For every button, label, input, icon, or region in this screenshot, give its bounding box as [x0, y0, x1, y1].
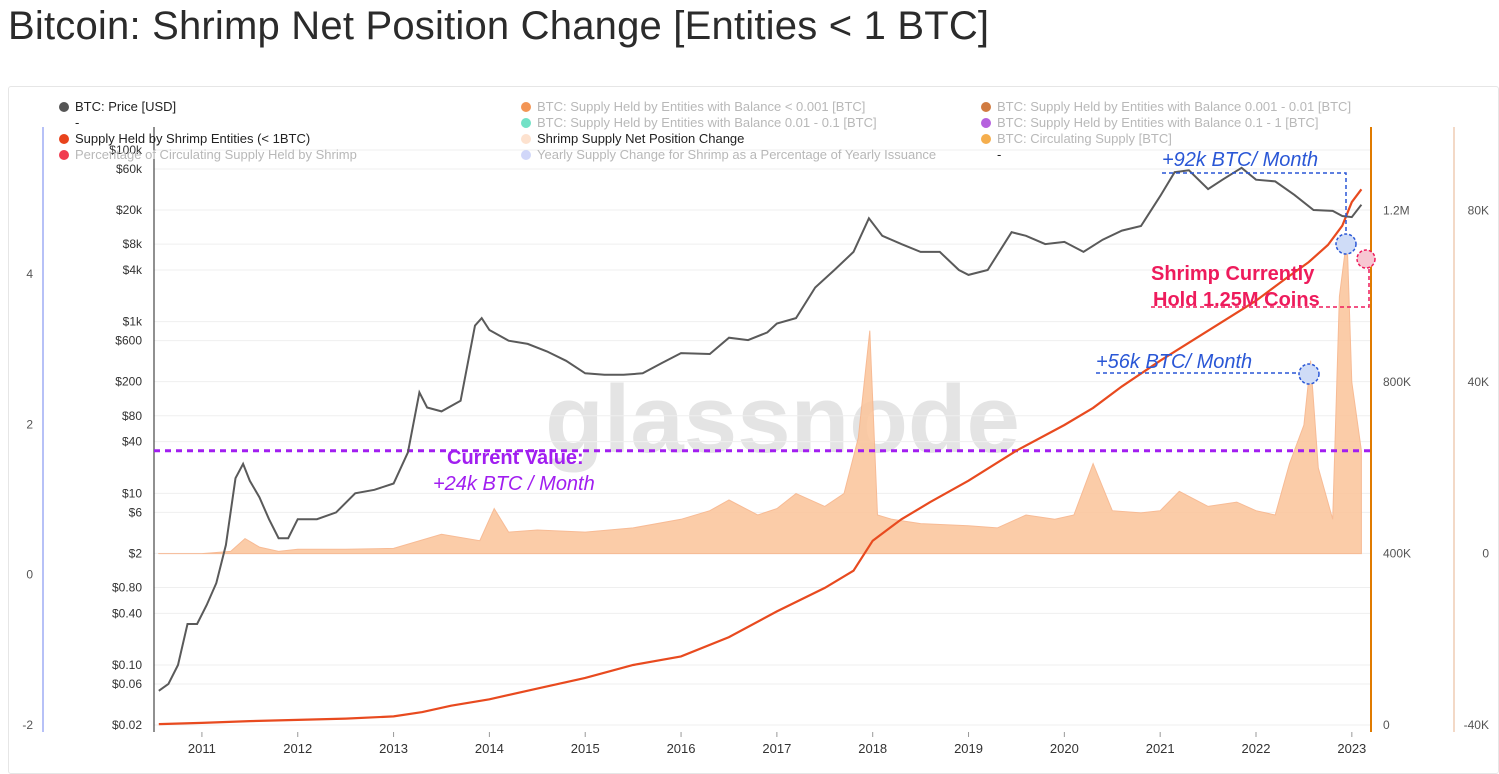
price-tick-label: $40 — [122, 435, 142, 449]
shrimp-holdings-label: Shrimp Currently Hold 1.25M Coins — [1151, 261, 1320, 313]
price-tick-label: $100k — [109, 143, 143, 157]
rate-92k-marker — [1335, 233, 1357, 255]
price-tick-label: $1k — [123, 315, 143, 329]
legend-label: - — [75, 115, 80, 130]
price-tick-label: $0.06 — [112, 677, 142, 691]
price-tick-label: $0.40 — [112, 606, 142, 620]
legend-dot — [521, 149, 531, 160]
legend-item[interactable]: BTC: Supply Held by Entities with Balanc… — [521, 99, 865, 114]
legend-dot — [981, 117, 991, 128]
price-tick-label: $8k — [123, 237, 143, 251]
legend-dot — [59, 133, 69, 144]
price-tick-label: $4k — [123, 263, 143, 277]
legend-item[interactable]: BTC: Price [USD] — [59, 99, 176, 114]
legend-label: Shrimp Supply Net Position Change — [537, 131, 745, 146]
x-tick-label: 2022 — [1242, 741, 1271, 756]
rate-92k-guide — [1162, 172, 1347, 233]
x-tick-label: 2019 — [954, 741, 983, 756]
supply-axis-tick-label: 1.2M — [1383, 204, 1410, 218]
current-value-text: +24k BTC / Month — [433, 473, 595, 495]
price-tick-label: $0.80 — [112, 580, 142, 594]
x-tick-label: 2018 — [858, 741, 887, 756]
net-change-axis-tick-label: 40K — [1468, 375, 1489, 389]
shrimp-holdings-line2: Hold 1.25M Coins — [1153, 289, 1320, 311]
rate-56k-label: +56k BTC/ Month — [1096, 351, 1253, 373]
shrimp-holdings-line1: Shrimp Currently — [1151, 263, 1315, 285]
legend-label: - — [997, 147, 1002, 162]
net-change-axis-tick-label: -40K — [1464, 718, 1489, 732]
legend-label: Yearly Supply Change for Shrimp as a Per… — [537, 147, 937, 162]
legend-label: BTC: Supply Held by Entities with Balanc… — [537, 99, 866, 114]
legend-item[interactable]: Yearly Supply Change for Shrimp as a Per… — [521, 147, 936, 162]
legend-item[interactable]: BTC: Circulating Supply [BTC] — [981, 131, 1172, 146]
x-tick-label: 2014 — [475, 741, 504, 756]
left-axis-tick-label: -2 — [22, 718, 33, 732]
legend-label: BTC: Supply Held by Entities with Balanc… — [997, 115, 1319, 130]
chart-panel: glassnode $0.02 $0.06 $0.10 $0.40 $0.80 $2 $6 $1… — [8, 86, 1499, 774]
shrimp-supply-line — [158, 188, 1363, 726]
price-tick-label: $10 — [122, 486, 142, 500]
x-tick-label: 2015 — [571, 741, 600, 756]
price-tick-label: $0.02 — [112, 718, 142, 732]
legend-item[interactable]: BTC: Supply Held by Entities with Balanc… — [981, 99, 1351, 114]
legend-dot — [521, 101, 531, 112]
legend-item[interactable]: - — [981, 147, 1001, 162]
legend-label: BTC: Supply Held by Entities with Balanc… — [997, 99, 1352, 114]
price-tick-label: $60k — [116, 162, 143, 176]
x-tick-label: 2021 — [1146, 741, 1175, 756]
legend-label: BTC: Circulating Supply [BTC] — [997, 131, 1172, 146]
watermark-text: glassnode — [545, 366, 1020, 473]
legend-item[interactable]: Supply Held by Shrimp Entities (< 1BTC) — [59, 131, 310, 146]
price-tick-label: $2 — [129, 546, 143, 560]
current-value-title: Current Value: — [447, 447, 584, 469]
net-change-axis-tick-label: 0 — [1482, 547, 1489, 561]
price-tick-label: $6 — [129, 505, 143, 519]
x-tick-label: 2020 — [1050, 741, 1079, 756]
x-tick-label: 2012 — [283, 741, 312, 756]
price-tick-label: $20k — [116, 203, 143, 217]
page-title: Bitcoin: Shrimp Net Position Change [Ent… — [8, 4, 990, 48]
price-tick-label: $80 — [122, 409, 142, 423]
legend-label: BTC: Supply Held by Entities with Balanc… — [537, 115, 877, 130]
supply-axis-tick-label: 0 — [1383, 718, 1390, 732]
x-tick-label: 2013 — [379, 741, 408, 756]
shrimp-holdings-marker — [1356, 249, 1376, 269]
rate-56k-marker — [1298, 363, 1320, 385]
supply-axis-tick-label: 800K — [1383, 375, 1411, 389]
rate-92k-label: +92k BTC/ Month — [1162, 149, 1319, 171]
price-tick-label: $0.10 — [112, 658, 142, 672]
legend-dot — [981, 101, 991, 112]
left-axis-tick-label: 0 — [26, 568, 33, 582]
price-line — [158, 166, 1363, 692]
legend-label: Percentage of Circulating Supply Held by… — [75, 147, 357, 162]
left-axis-tick-label: 4 — [26, 267, 33, 281]
legend-item[interactable]: - — [59, 115, 79, 130]
legend-item[interactable]: Percentage of Circulating Supply Held by… — [59, 147, 357, 162]
legend-label: BTC: Price [USD] — [75, 99, 177, 114]
supply-axis-tick-label: 400K — [1383, 547, 1411, 561]
legend-dot — [521, 133, 531, 144]
x-tick-label: 2017 — [762, 741, 791, 756]
net-change-axis-tick-label: 80K — [1468, 204, 1489, 218]
price-tick-label: $200 — [115, 375, 142, 389]
x-tick-label: 2023 — [1337, 741, 1366, 756]
left-axis-tick-label: 2 — [26, 417, 33, 431]
legend-dot — [521, 117, 531, 128]
legend-label: Supply Held by Shrimp Entities (< 1BTC) — [75, 131, 311, 146]
x-tick-label: 2011 — [188, 741, 216, 756]
legend-dot — [981, 133, 991, 144]
chart-svg: glassnode $0.02 $0.06 $0.10 $0.40 $0.80 $2 $6 $1… — [22, 127, 1489, 756]
shrimp-holdings-guide — [1151, 267, 1370, 308]
legend-item[interactable]: BTC: Supply Held by Entities with Balanc… — [981, 115, 1319, 130]
legend-item[interactable]: Shrimp Supply Net Position Change — [521, 131, 744, 146]
legend-dot — [59, 149, 69, 160]
legend-dot — [59, 101, 69, 112]
net-change-area — [158, 236, 1362, 555]
price-tick-label: $600 — [115, 334, 142, 348]
legend-item[interactable]: BTC: Supply Held by Entities with Balanc… — [521, 115, 877, 130]
x-tick-label: 2016 — [667, 741, 696, 756]
